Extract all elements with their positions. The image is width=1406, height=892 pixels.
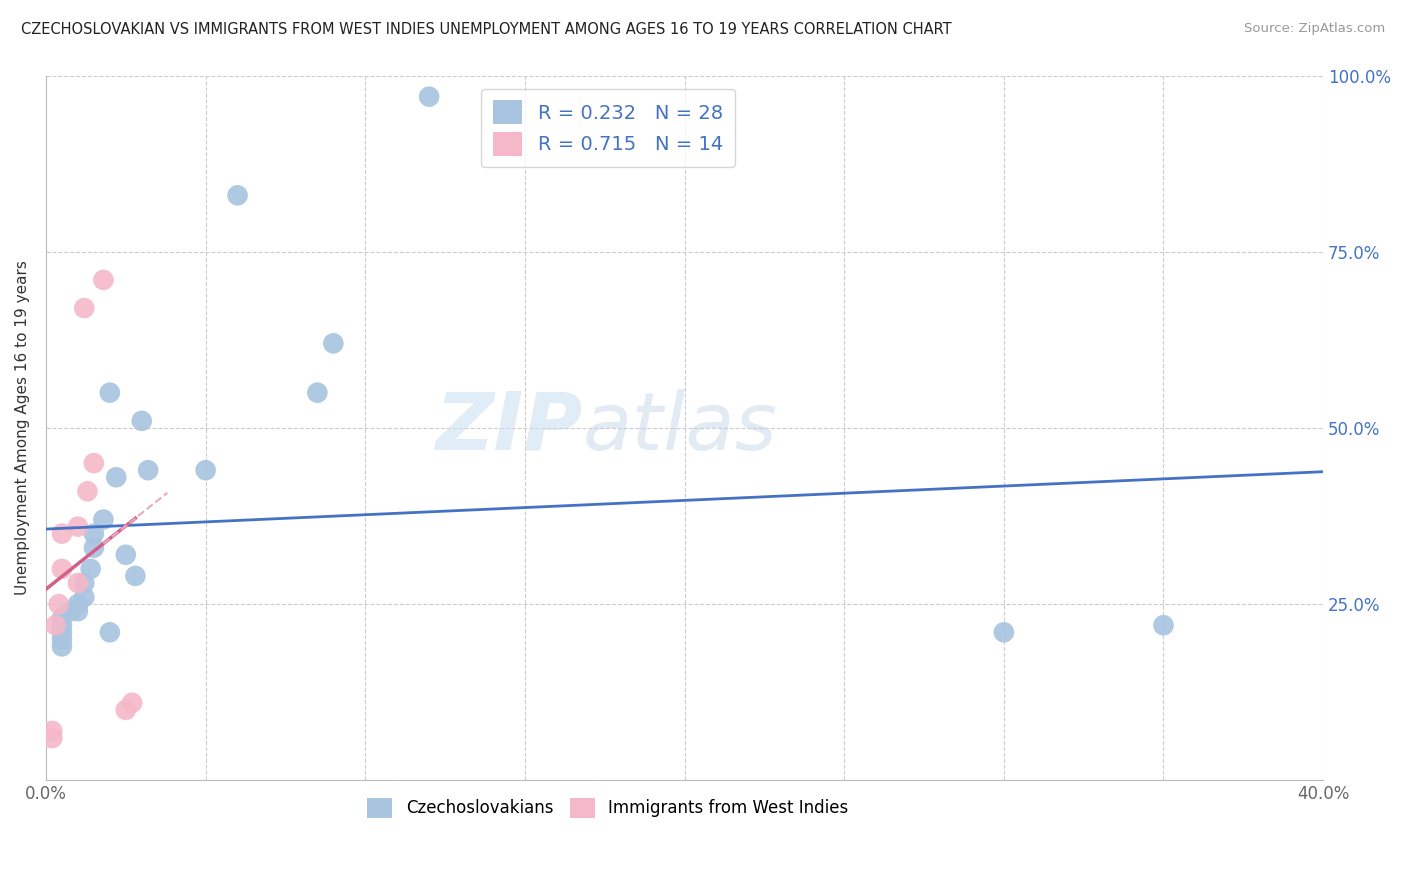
- Point: [83, 456, 105, 470]
- Point: [73, 576, 96, 591]
- Point: [136, 463, 159, 477]
- Point: [66, 597, 89, 611]
- Point: [51, 632, 73, 647]
- Point: [1153, 618, 1175, 632]
- Point: [48, 597, 70, 611]
- Legend: Czechoslovakians, Immigrants from West Indies: Czechoslovakians, Immigrants from West I…: [361, 791, 855, 825]
- Text: CZECHOSLOVAKIAN VS IMMIGRANTS FROM WEST INDIES UNEMPLOYMENT AMONG AGES 16 TO 19 : CZECHOSLOVAKIAN VS IMMIGRANTS FROM WEST …: [21, 22, 952, 37]
- Point: [194, 463, 217, 477]
- Point: [66, 576, 89, 591]
- Point: [121, 696, 143, 710]
- Point: [226, 188, 249, 202]
- Point: [114, 703, 136, 717]
- Point: [322, 336, 344, 351]
- Text: atlas: atlas: [582, 389, 778, 467]
- Point: [51, 625, 73, 640]
- Point: [307, 385, 329, 400]
- Point: [41, 723, 63, 738]
- Point: [993, 625, 1015, 640]
- Point: [76, 484, 98, 499]
- Point: [98, 625, 121, 640]
- Point: [83, 526, 105, 541]
- Point: [105, 470, 128, 484]
- Point: [418, 89, 440, 103]
- Y-axis label: Unemployment Among Ages 16 to 19 years: Unemployment Among Ages 16 to 19 years: [15, 260, 30, 595]
- Point: [79, 562, 101, 576]
- Point: [83, 541, 105, 555]
- Point: [45, 618, 67, 632]
- Point: [51, 640, 73, 654]
- Point: [93, 273, 115, 287]
- Point: [73, 590, 96, 604]
- Text: ZIP: ZIP: [434, 389, 582, 467]
- Point: [131, 414, 153, 428]
- Point: [41, 731, 63, 745]
- Text: Source: ZipAtlas.com: Source: ZipAtlas.com: [1244, 22, 1385, 36]
- Point: [66, 604, 89, 618]
- Point: [114, 548, 136, 562]
- Point: [60, 604, 83, 618]
- Point: [51, 562, 73, 576]
- Point: [73, 301, 96, 315]
- Point: [51, 526, 73, 541]
- Point: [98, 385, 121, 400]
- Point: [51, 611, 73, 625]
- Point: [124, 569, 146, 583]
- Point: [93, 512, 115, 526]
- Point: [51, 618, 73, 632]
- Point: [66, 519, 89, 533]
